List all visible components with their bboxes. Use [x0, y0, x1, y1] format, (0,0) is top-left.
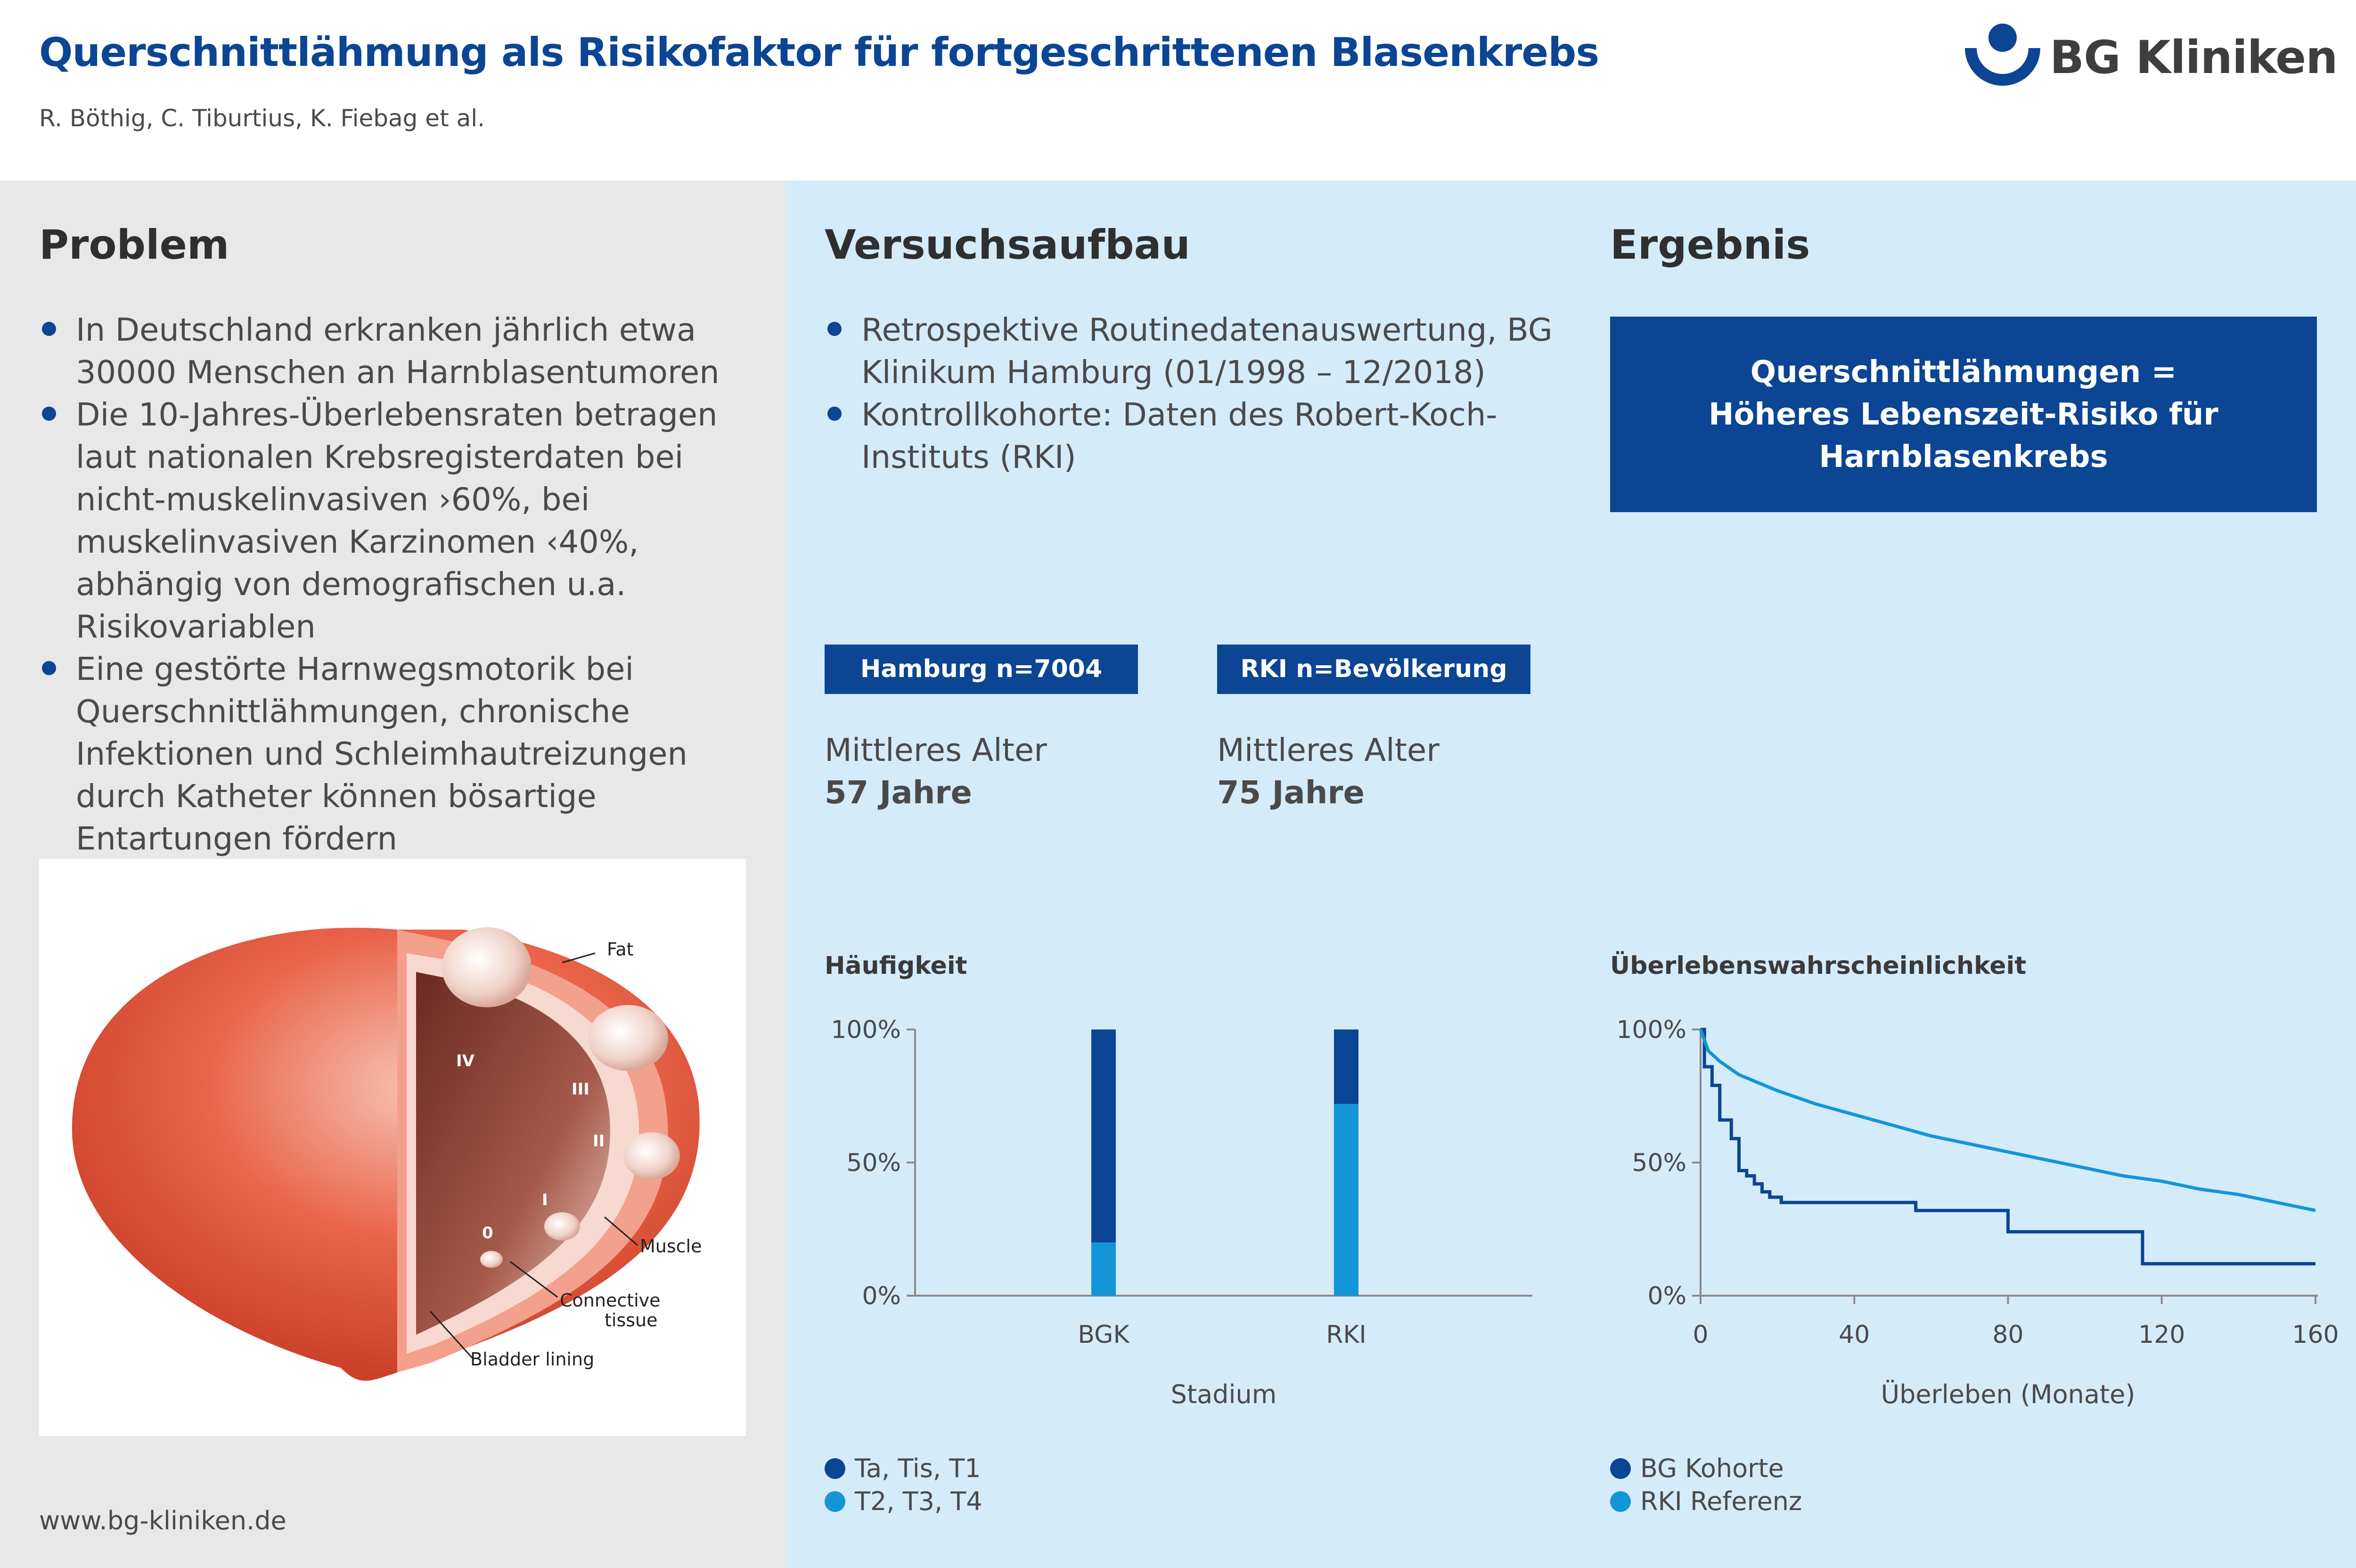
x-tick-label: 40 [1839, 1321, 1870, 1349]
label-stage-0: 0 [482, 1224, 493, 1242]
problem-title: Problem [39, 221, 229, 269]
bar-chart-title: Häufigkeit [825, 952, 967, 980]
authors: R. Böthig, C. Tiburtius, K. Fiebag et al… [39, 105, 485, 132]
problem-bullet: Die 10-Jahres-Überlebensraten betragen l… [39, 393, 765, 648]
survival-line-chart: 0% 50% 100% 0 40 80 120 160 Überleben (Monate) [1616, 1016, 2339, 1409]
group-tag-hamburg: Hamburg n=7004 [825, 645, 1138, 694]
x-tick-label: 80 [1992, 1321, 2023, 1349]
setup-bullet: Retrospektive Routinedatenauswertung, BG… [825, 309, 1560, 393]
result-line: Harnblasenkrebs [1819, 439, 2108, 474]
y-tick-label: 50% [846, 1149, 901, 1177]
group-tag-rki: RKI n=Bevölkerung [1217, 645, 1530, 694]
x-tick-label: 160 [2292, 1321, 2339, 1349]
y-tick-label: 100% [1616, 1016, 1686, 1044]
x-tick-label: 120 [2138, 1321, 2185, 1349]
label-stage-ii: II [593, 1132, 605, 1151]
label-stage-iii: III [572, 1080, 589, 1099]
age-value-hamburg: 57 Jahre [825, 774, 972, 811]
label-bladder-lining: Bladder lining [470, 1349, 594, 1370]
x-tick-label: BGK [1078, 1321, 1130, 1349]
bar-segment [1334, 1029, 1358, 1104]
label-tissue: tissue [605, 1310, 658, 1331]
bg-kliniken-logo: BG Kliniken [1963, 21, 2338, 91]
bladder-illustration: Fat Muscle Connective tissue Bladder lin… [39, 859, 746, 1436]
y-tick-label: 0% [1648, 1282, 1687, 1310]
legend-item-rki: RKI Referenz [1610, 1486, 1802, 1516]
y-tick-label: 100% [831, 1016, 901, 1044]
logo-mark-icon [1965, 24, 2040, 86]
legend-label: RKI Referenz [1640, 1486, 1802, 1516]
legend-label: T2, T3, T4 [855, 1486, 982, 1516]
setup-title: Versuchsaufbau [825, 221, 1190, 269]
setup-bullets: Retrospektive Routinedatenauswertung, BG… [825, 309, 1560, 478]
bladder-diagram-icon: Fat Muscle Connective tissue Bladder lin… [72, 927, 702, 1381]
setup-bullet: Kontrollkohorte: Daten des Robert-Koch-I… [825, 393, 1560, 478]
label-stage-i: I [542, 1191, 548, 1209]
result-box: Querschnittlähmungen = Höheres Lebenszei… [1610, 317, 2317, 512]
series-line [1699, 1029, 2316, 1212]
problem-bullets: In Deutschland erkranken jährlich etwa 3… [39, 309, 765, 860]
bar-segment [1091, 1029, 1116, 1242]
age-label-rki: Mittleres Alter [1217, 732, 1440, 768]
x-tick-label: 0 [1693, 1321, 1708, 1349]
result-line: Querschnittlähmungen = [1750, 354, 2177, 390]
series-line [1701, 1028, 2315, 1266]
result-title: Ergebnis [1610, 221, 1810, 269]
x-axis-label: Überleben (Monate) [1881, 1380, 2135, 1409]
legend-item-ta: Ta, Tis, T1 [825, 1454, 981, 1483]
age-value-rki: 75 Jahre [1217, 774, 1365, 811]
problem-bullet: Eine gestörte Harnwegsmotorik bei Quersc… [39, 648, 765, 860]
legend-item-t2: T2, T3, T4 [825, 1486, 982, 1516]
label-muscle: Muscle [640, 1236, 702, 1257]
y-tick-label: 50% [1632, 1149, 1686, 1177]
problem-bullet: In Deutschland erkranken jährlich etwa 3… [39, 309, 765, 393]
logo-text: BG Kliniken [2050, 31, 2338, 84]
x-axis-label: Stadium [1171, 1380, 1277, 1409]
result-text: Querschnittlähmungen = Höheres Lebenszei… [1709, 351, 2218, 478]
legend-swatch-light-blue [1610, 1491, 1631, 1512]
x-tick-label: RKI [1326, 1321, 1366, 1349]
legend-item-bg: BG Kohorte [1610, 1454, 1784, 1483]
label-fat: Fat [607, 939, 634, 960]
legend-swatch-dark-blue [825, 1458, 845, 1479]
website-link[interactable]: www.bg-kliniken.de [39, 1506, 286, 1535]
legend-swatch-light-blue [825, 1491, 845, 1512]
label-connective: Connective [560, 1290, 661, 1311]
survival-chart-title: Überlebenswahrscheinlichkeit [1610, 952, 2027, 980]
bar-segment [1091, 1242, 1116, 1296]
bar-segment [1334, 1104, 1358, 1296]
result-line: Höheres Lebenszeit-Risiko für [1709, 397, 2218, 432]
label-stage-iv: IV [456, 1052, 475, 1070]
age-label-hamburg: Mittleres Alter [825, 732, 1047, 768]
legend-label: Ta, Tis, T1 [855, 1454, 981, 1483]
page-title: Querschnittlähmung als Risikofaktor für … [39, 29, 1599, 75]
legend-label: BG Kohorte [1640, 1454, 1784, 1483]
stage-bar-chart: 0% 50% 100% BGK RKI Stadium [831, 1016, 1532, 1409]
legend-swatch-dark-blue [1610, 1458, 1631, 1479]
y-tick-label: 0% [862, 1282, 901, 1310]
